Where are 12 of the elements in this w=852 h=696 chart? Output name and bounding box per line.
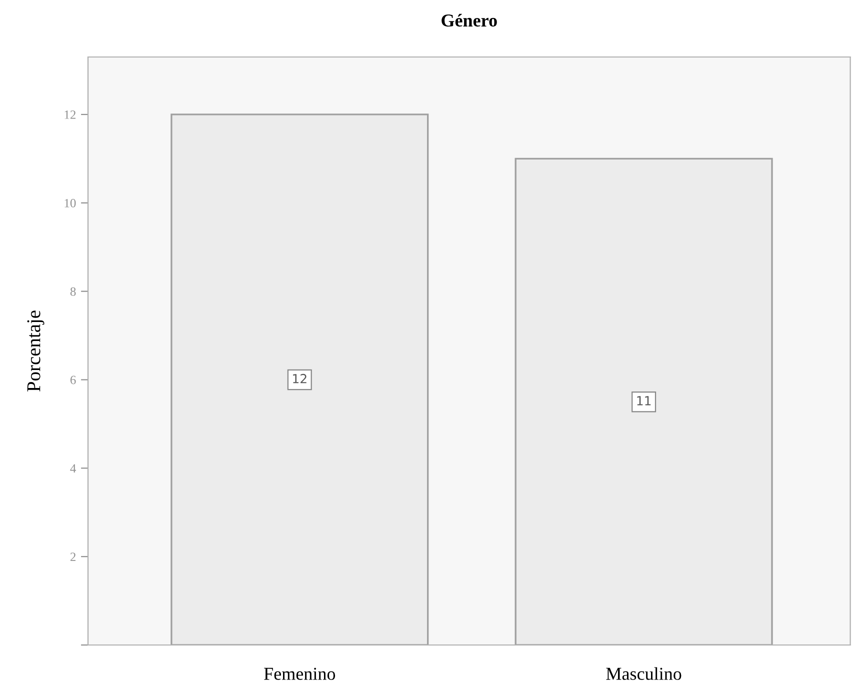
y-axis-title: Porcentaje: [27, 310, 44, 392]
y-tick-label: 10: [64, 198, 76, 208]
data-label: 12: [293, 374, 306, 384]
y-tick-label: 8: [70, 287, 76, 296]
chart-title: Género: [442, 14, 497, 27]
x-tick-label: Masculino: [606, 667, 682, 680]
y-tick-label: 6: [70, 376, 76, 384]
y-tick-label: 4: [70, 464, 76, 472]
y-tick-label: 12: [64, 110, 76, 119]
y-tick-label: 2: [70, 552, 76, 561]
x-tick-label: Femenino: [264, 668, 336, 680]
data-label: 11: [637, 396, 651, 406]
